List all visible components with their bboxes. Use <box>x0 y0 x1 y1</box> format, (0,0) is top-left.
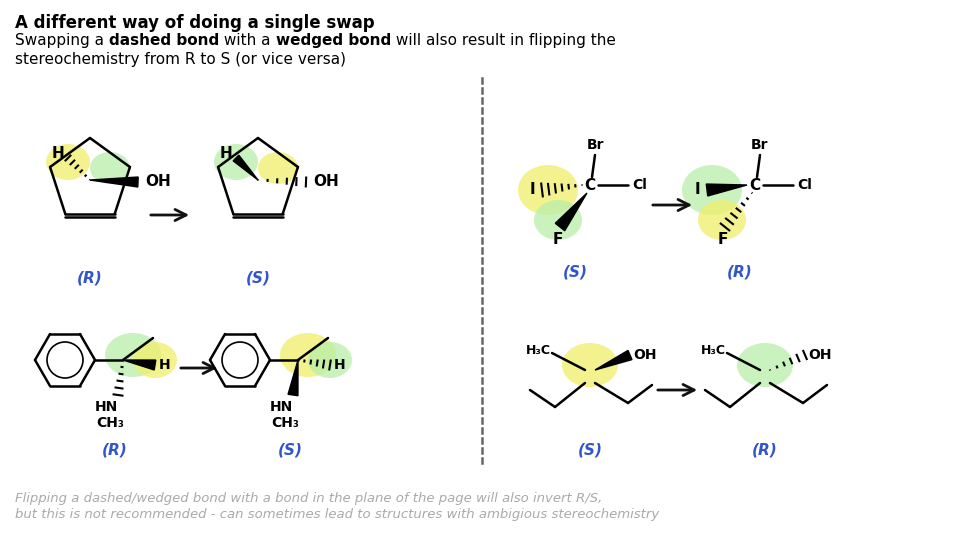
Text: (R): (R) <box>77 270 103 286</box>
Ellipse shape <box>737 343 793 387</box>
Text: OH: OH <box>313 175 339 189</box>
Ellipse shape <box>534 200 582 240</box>
Text: Br: Br <box>586 138 603 152</box>
Text: Cl: Cl <box>797 178 813 192</box>
Polygon shape <box>90 177 138 187</box>
Polygon shape <box>123 360 156 370</box>
Text: dashed bond: dashed bond <box>109 33 219 48</box>
Text: OH: OH <box>146 175 171 189</box>
Text: but this is not recommended - can sometimes lead to structures with ambigious st: but this is not recommended - can someti… <box>15 508 659 521</box>
Polygon shape <box>707 184 747 196</box>
Text: CH₃: CH₃ <box>96 416 124 430</box>
Text: (S): (S) <box>577 442 602 458</box>
Ellipse shape <box>133 342 177 378</box>
Text: H₃C: H₃C <box>701 343 726 356</box>
Text: H: H <box>159 358 171 372</box>
Ellipse shape <box>562 343 618 387</box>
Text: F: F <box>718 232 728 246</box>
Text: (S): (S) <box>563 264 587 280</box>
Text: HN: HN <box>94 400 118 414</box>
Ellipse shape <box>518 165 578 215</box>
Ellipse shape <box>90 152 130 184</box>
Text: F: F <box>552 232 563 246</box>
Ellipse shape <box>46 144 90 180</box>
Ellipse shape <box>682 165 742 215</box>
Text: wedged bond: wedged bond <box>276 33 390 48</box>
Text: A different way of doing a single swap: A different way of doing a single swap <box>15 14 375 32</box>
Polygon shape <box>555 193 587 231</box>
Text: OH: OH <box>808 348 832 362</box>
Text: C: C <box>749 177 761 193</box>
Text: will also result in flipping the: will also result in flipping the <box>390 33 616 48</box>
Ellipse shape <box>258 152 298 184</box>
Text: Swapping a: Swapping a <box>15 33 109 48</box>
Text: CH₃: CH₃ <box>271 416 299 430</box>
Text: (R): (R) <box>752 442 778 458</box>
Text: HN: HN <box>269 400 293 414</box>
Text: (R): (R) <box>102 442 128 458</box>
Text: stereochemistry from R to S (or vice versa): stereochemistry from R to S (or vice ver… <box>15 52 346 67</box>
Text: H₃C: H₃C <box>525 343 550 356</box>
Ellipse shape <box>280 333 336 377</box>
Ellipse shape <box>214 144 258 180</box>
Polygon shape <box>288 360 298 395</box>
Ellipse shape <box>105 333 161 377</box>
Text: Flipping a dashed/wedged bond with a bond in the plane of the page will also inv: Flipping a dashed/wedged bond with a bon… <box>15 492 602 505</box>
Text: I: I <box>529 182 535 197</box>
Text: H: H <box>335 358 346 372</box>
Text: I: I <box>694 182 700 197</box>
Text: H: H <box>52 145 65 160</box>
Text: Br: Br <box>751 138 768 152</box>
Polygon shape <box>233 155 258 180</box>
Text: OH: OH <box>633 348 656 362</box>
Ellipse shape <box>698 200 746 240</box>
Text: H: H <box>220 145 232 160</box>
Text: Cl: Cl <box>632 178 648 192</box>
Polygon shape <box>595 350 632 370</box>
Text: (R): (R) <box>727 264 753 280</box>
Text: (S): (S) <box>278 442 303 458</box>
Ellipse shape <box>308 342 352 378</box>
Text: with a: with a <box>219 33 276 48</box>
Text: (S): (S) <box>246 270 271 286</box>
Text: C: C <box>584 177 596 193</box>
